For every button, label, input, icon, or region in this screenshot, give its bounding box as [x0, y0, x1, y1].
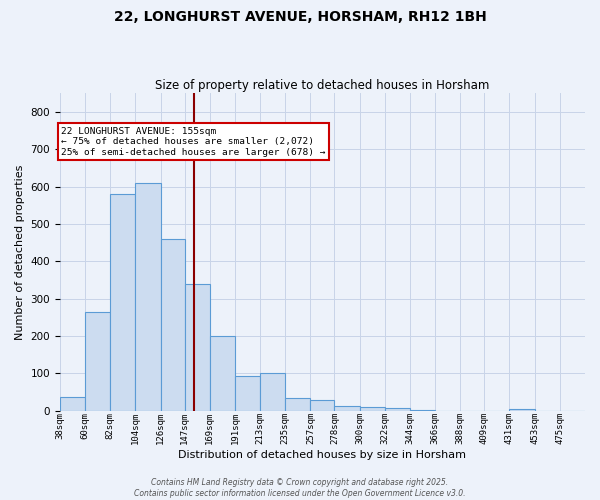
- Bar: [310, 400, 334, 411]
- Bar: [260, 374, 285, 411]
- Bar: [60, 396, 85, 411]
- Bar: [85, 312, 110, 411]
- Bar: [410, 410, 435, 411]
- Bar: [161, 239, 185, 411]
- Bar: [185, 284, 210, 411]
- Text: Contains HM Land Registry data © Crown copyright and database right 2025.
Contai: Contains HM Land Registry data © Crown c…: [134, 478, 466, 498]
- Bar: [210, 336, 235, 411]
- Bar: [334, 406, 359, 411]
- Bar: [136, 183, 161, 411]
- Text: 22 LONGHURST AVENUE: 155sqm
← 75% of detached houses are smaller (2,072)
25% of : 22 LONGHURST AVENUE: 155sqm ← 75% of det…: [61, 127, 326, 156]
- Y-axis label: Number of detached properties: Number of detached properties: [15, 164, 25, 340]
- Bar: [285, 398, 310, 411]
- Title: Size of property relative to detached houses in Horsham: Size of property relative to detached ho…: [155, 79, 490, 92]
- Bar: [385, 408, 410, 411]
- Bar: [509, 409, 535, 411]
- X-axis label: Distribution of detached houses by size in Horsham: Distribution of detached houses by size …: [178, 450, 466, 460]
- Text: 22, LONGHURST AVENUE, HORSHAM, RH12 1BH: 22, LONGHURST AVENUE, HORSHAM, RH12 1BH: [113, 10, 487, 24]
- Bar: [235, 376, 260, 411]
- Bar: [359, 407, 385, 411]
- Bar: [110, 194, 136, 411]
